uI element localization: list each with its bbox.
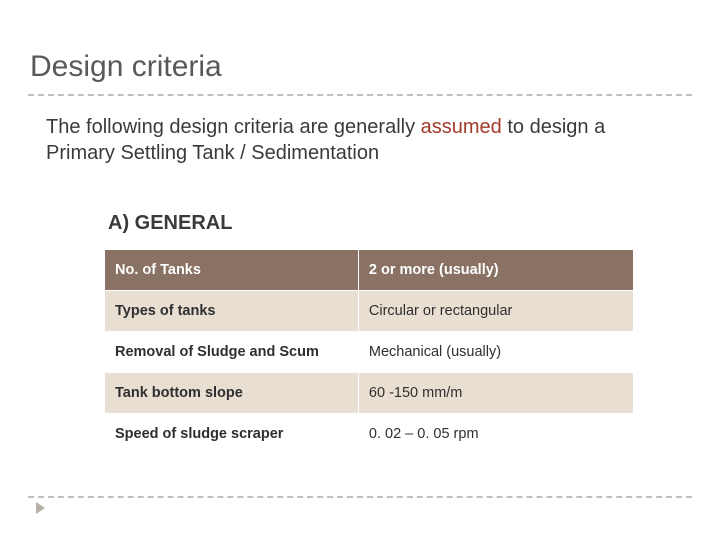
table-cell-param: No. of Tanks [105, 250, 359, 291]
divider-bottom [28, 496, 692, 498]
table-cell-param: Speed of sludge scraper [105, 414, 359, 455]
table-cell-value: 2 or more (usually) [358, 250, 633, 291]
table-row: Speed of sludge scraper 0. 02 – 0. 05 rp… [105, 414, 634, 455]
table-cell-value: 60 -150 mm/m [358, 373, 633, 414]
table-cell-value: Mechanical (usually) [358, 332, 633, 373]
table-row: Removal of Sludge and Scum Mechanical (u… [105, 332, 634, 373]
bullet-icon [36, 502, 45, 514]
intro-pre: The following design criteria are genera… [46, 116, 421, 138]
table-cell-value: 0. 02 – 0. 05 rpm [358, 414, 633, 455]
table-cell-param: Types of tanks [105, 291, 359, 332]
divider-top [28, 94, 692, 96]
table-row: Types of tanks Circular or rectangular [105, 291, 634, 332]
criteria-table: No. of Tanks 2 or more (usually) Types o… [104, 249, 634, 455]
table-row: No. of Tanks 2 or more (usually) [105, 250, 634, 291]
section-label: A) GENERAL [108, 212, 692, 235]
table-cell-value: Circular or rectangular [358, 291, 633, 332]
table-cell-param: Removal of Sludge and Scum [105, 332, 359, 373]
intro-text: The following design criteria are genera… [28, 114, 692, 166]
slide: Design criteria The following design cri… [0, 0, 720, 540]
page-title: Design criteria [28, 50, 692, 84]
table-cell-param: Tank bottom slope [105, 373, 359, 414]
table-row: Tank bottom slope 60 -150 mm/m [105, 373, 634, 414]
intro-assumed: assumed [421, 116, 502, 138]
